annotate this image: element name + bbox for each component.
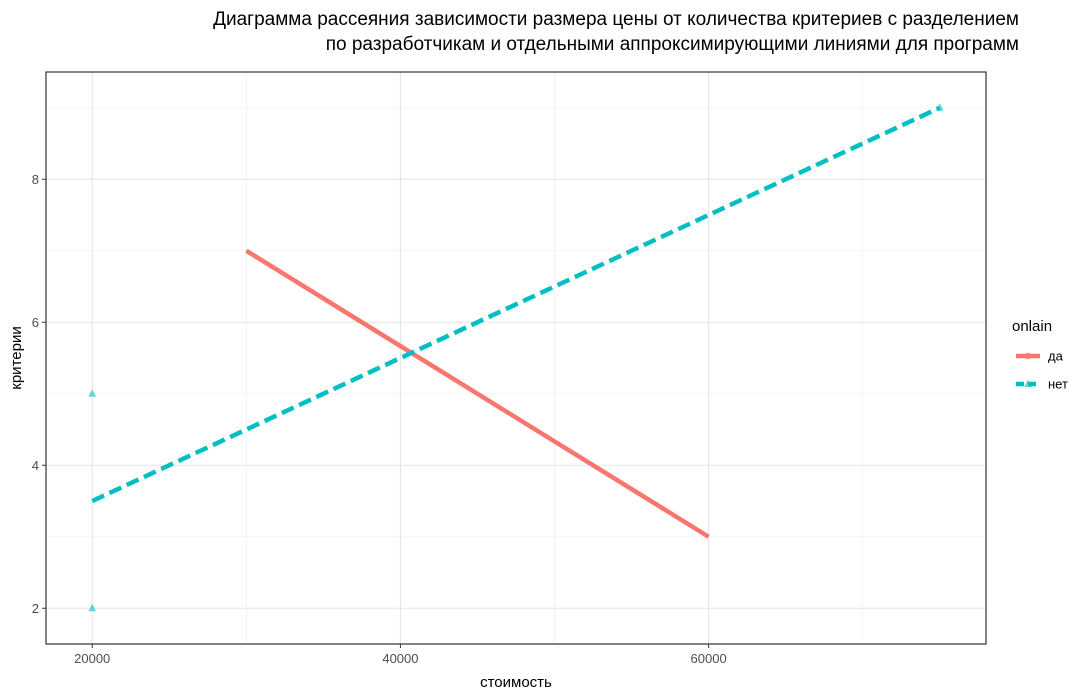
fit-line-dashed (91, 105, 941, 504)
legend-key-marker (1024, 379, 1032, 387)
x-tick-label: 20000 (74, 651, 110, 666)
y-tick-label: 8 (32, 172, 39, 187)
legend-label: да (1048, 349, 1064, 364)
fit-lines (91, 105, 941, 539)
fit-line-solid (245, 248, 710, 539)
x-tick-label: 40000 (382, 651, 418, 666)
data-points (88, 103, 944, 612)
legend-key-marker (1024, 352, 1032, 360)
legend: onlain да нет (1012, 318, 1068, 392)
legend-items: да нет (1016, 349, 1068, 392)
legend-label: нет (1048, 377, 1068, 392)
y-axis-label: критерии (8, 326, 25, 389)
y-tick-label: 4 (32, 458, 39, 473)
axis-ticks: 20000 40000 60000 2 4 6 8 (32, 172, 727, 666)
grid (46, 72, 986, 644)
y-tick-label: 6 (32, 315, 39, 330)
chart-title-line1: Диаграмма рассеяния зависимости размера … (213, 9, 1019, 30)
legend-title: onlain (1012, 318, 1052, 335)
data-point-triangle (88, 603, 97, 612)
panel-border (45, 71, 987, 645)
x-axis-label: стоимость (480, 674, 552, 691)
x-tick-label: 60000 (691, 651, 727, 666)
y-tick-label: 2 (32, 601, 39, 616)
data-point-triangle (88, 389, 97, 397)
chart-title-line2: по разработчикам и отдельными аппроксими… (326, 34, 1019, 55)
data-point-triangle (935, 103, 944, 111)
